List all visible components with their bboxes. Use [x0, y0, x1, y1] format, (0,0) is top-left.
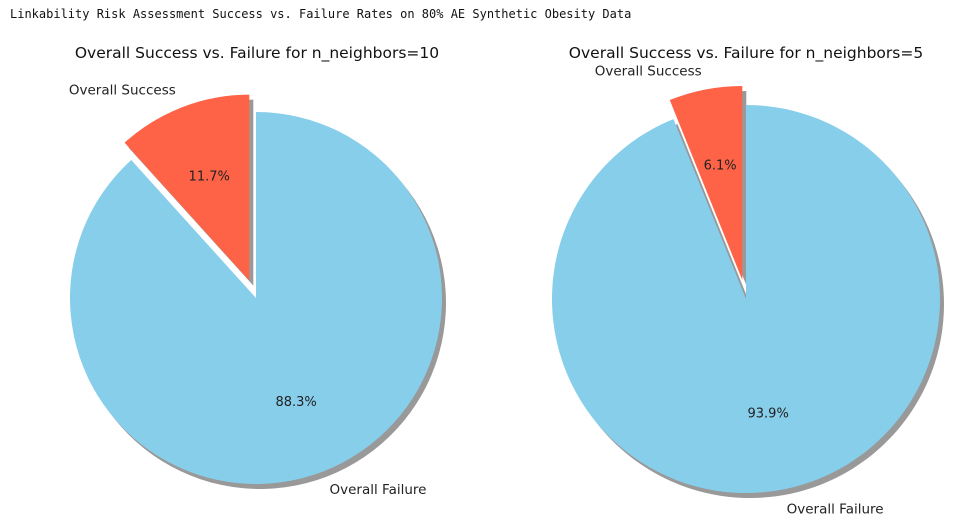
- chart-title: Overall Success vs. Failure for n_neighb…: [75, 44, 439, 63]
- slice-percent-label: 6.1%: [704, 159, 737, 174]
- slice-percent-label: 93.9%: [748, 406, 789, 421]
- slice-category-label: Overall Failure: [330, 482, 427, 498]
- slice-category-label: Overall Success: [69, 83, 176, 99]
- slice-category-label: Overall Success: [595, 63, 702, 79]
- pie-chart-n-neighbors-10: Overall Success vs. Failure for n_neighb…: [69, 44, 447, 498]
- pie-slice-overall-failure: [70, 112, 443, 484]
- slice-percent-label: 11.7%: [189, 169, 230, 184]
- chart-title: Overall Success vs. Failure for n_neighb…: [569, 44, 923, 63]
- pie-chart-n-neighbors-5: Overall Success vs. Failure for n_neighb…: [551, 44, 944, 517]
- pie-slice-overall-success: [124, 94, 250, 281]
- pie-slice-overall-failure: [551, 105, 940, 493]
- slice-category-label: Overall Failure: [787, 501, 884, 517]
- pie-slice-overall-success: [669, 85, 743, 280]
- figure-suptitle: Linkability Risk Assessment Success vs. …: [10, 7, 632, 21]
- slice-percent-label: 88.3%: [275, 395, 316, 410]
